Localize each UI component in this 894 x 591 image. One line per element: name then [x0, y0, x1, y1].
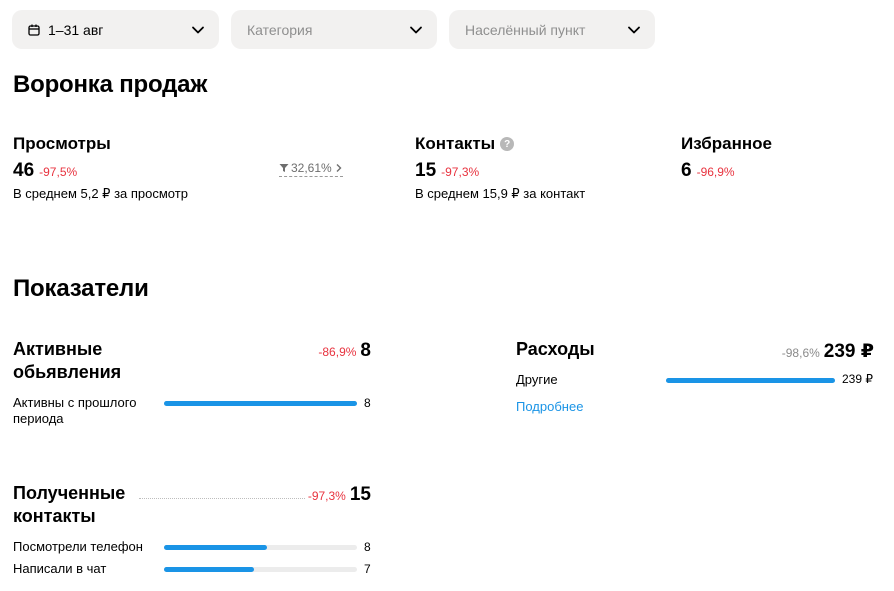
views-label: Просмотры — [13, 134, 111, 153]
location-select[interactable]: Населённый пункт — [449, 10, 655, 49]
phone-views-bar — [164, 545, 357, 550]
favorites-label: Избранное — [681, 134, 772, 153]
active-prev-bar-fill — [164, 401, 357, 406]
funnel-icon — [279, 164, 289, 172]
conversion-link[interactable]: 32,61% — [279, 161, 343, 177]
active-ads-title-line2: обьявления — [13, 362, 122, 382]
active-prev-bar — [164, 401, 357, 406]
period-select[interactable]: 1–31 авг — [12, 10, 219, 49]
phone-views-bar-fill — [164, 545, 267, 550]
category-placeholder: Категория — [247, 21, 313, 38]
active-ads-value: 8 — [360, 340, 371, 361]
chevron-down-icon — [410, 26, 422, 33]
active-prev-value: 8 — [364, 396, 371, 410]
chat-messages-bar-fill — [164, 567, 255, 572]
active-ads-title: Активные обьявления — [13, 338, 121, 384]
title-leader-line — [139, 498, 305, 499]
expenses-other-value: 239 ₽ — [842, 372, 873, 386]
expenses-more-link[interactable]: Подробнее — [516, 399, 584, 414]
chevron-down-icon — [192, 26, 204, 33]
expenses-delta: -98,6% — [781, 346, 820, 360]
phone-views-value: 8 — [364, 540, 371, 554]
active-prev-label: Активны с прошлого периода — [13, 395, 136, 427]
calendar-icon — [28, 24, 40, 36]
contacts-received-value: 15 — [349, 484, 371, 505]
views-metric: Просмотры 46 -97,5% В среднем 5,2 ₽ за п… — [13, 134, 188, 202]
expenses-title: Расходы — [516, 339, 595, 359]
views-value: 46 — [13, 160, 35, 181]
expenses-value: 239 ₽ — [823, 341, 874, 362]
period-value: 1–31 авг — [48, 21, 104, 38]
contacts-received-summary: -97,3% 15 — [308, 484, 371, 506]
funnel-title: Воронка продаж — [13, 71, 208, 98]
help-icon[interactable]: ? — [500, 137, 515, 151]
contacts-received-title: Полученные контакты — [13, 482, 125, 528]
chat-messages-label: Написали в чат — [13, 561, 107, 576]
contacts-received-title-line2: контакты — [13, 506, 96, 526]
favorites-metric: Избранное 6 -96,9% — [681, 134, 772, 182]
category-select[interactable]: Категория — [231, 10, 437, 49]
favorites-value: 6 — [681, 160, 692, 181]
location-placeholder: Населённый пункт — [465, 21, 586, 38]
chevron-right-icon — [336, 164, 342, 172]
active-ads-delta: -86,9% — [318, 345, 357, 359]
expenses-other-label: Другие — [516, 372, 558, 387]
views-sub: В среднем 5,2 ₽ за просмотр — [13, 186, 188, 201]
contacts-received-delta: -97,3% — [307, 489, 346, 503]
views-delta: -97,5% — [39, 165, 78, 179]
contacts-sub: В среднем 15,9 ₽ за контакт — [415, 186, 586, 201]
expenses-other-bar-fill — [666, 378, 835, 383]
conversion-value: 32,61% — [291, 161, 332, 175]
chat-messages-value: 7 — [364, 562, 371, 576]
active-prev-label-line1: Активны с прошлого — [13, 395, 137, 410]
expenses-other-bar — [666, 378, 835, 383]
phone-views-label: Посмотрели телефон — [13, 539, 143, 554]
active-ads-title-line1: Активные — [13, 339, 103, 359]
active-ads-summary: -86,9% 8 — [318, 340, 371, 362]
contacts-metric: Контакты ? 15 -97,3% В среднем 15,9 ₽ за… — [415, 134, 585, 202]
contacts-delta: -97,3% — [441, 165, 480, 179]
expenses-summary: -98,6% 239 ₽ — [782, 340, 874, 363]
contacts-value: 15 — [415, 160, 437, 181]
favorites-delta: -96,9% — [696, 165, 735, 179]
indicators-title: Показатели — [13, 275, 149, 302]
contacts-label: Контакты — [415, 134, 496, 153]
chat-messages-bar — [164, 567, 357, 572]
chevron-down-icon — [628, 26, 640, 33]
contacts-received-title-line1: Полученные — [13, 483, 126, 503]
filter-bar: 1–31 авг Категория Населённый пункт — [12, 10, 655, 49]
active-prev-label-line2: периода — [13, 411, 64, 426]
